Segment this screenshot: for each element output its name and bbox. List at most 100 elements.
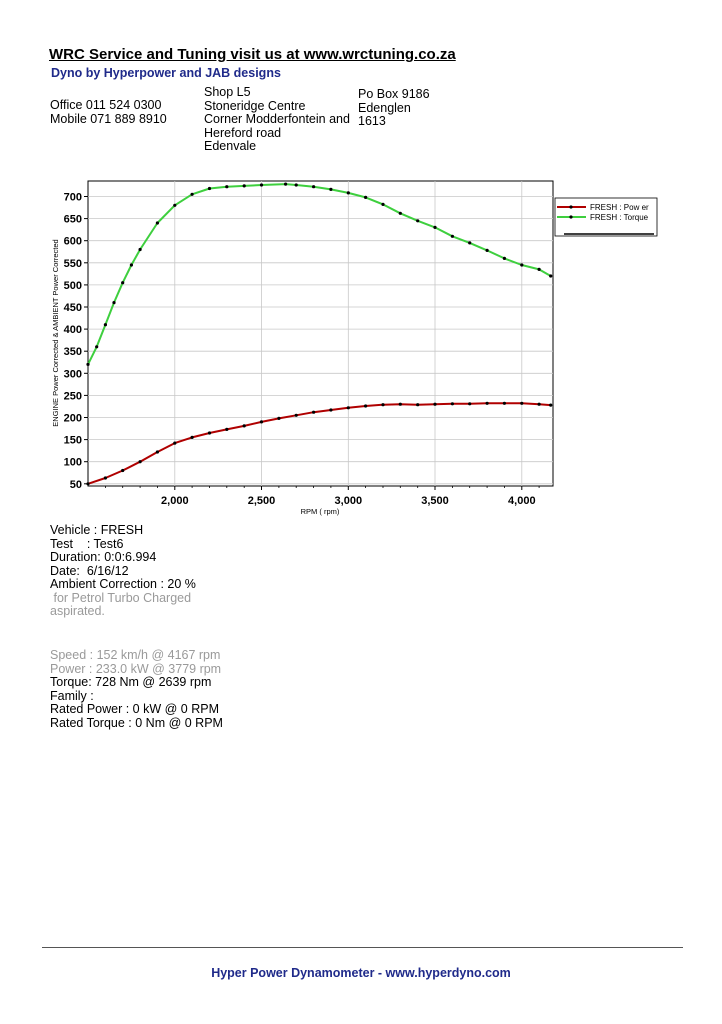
power-point xyxy=(155,450,159,454)
legend-power-label: FRESH : Pow er xyxy=(590,203,649,212)
torque-point xyxy=(346,191,350,195)
power-point xyxy=(549,403,553,407)
power-point xyxy=(398,402,402,406)
power-point xyxy=(329,408,333,412)
torque-point xyxy=(450,234,454,238)
power-point xyxy=(277,416,281,420)
rated-power: Rated Power : 0 kW @ 0 RPM xyxy=(50,702,219,716)
power-point xyxy=(225,427,229,431)
y-tick-label: 50 xyxy=(70,479,82,491)
postal-block: Po Box 9186 Edenglen 1613 xyxy=(358,87,430,129)
torque-point xyxy=(155,221,159,225)
legend-torque-marker xyxy=(569,215,573,219)
dyno-chart-svg: 50 100 150 200 250 300 350 400 450 500 550 600 650 70… xyxy=(51,180,658,516)
run-details: Vehicle : FRESH Test : Test6 Duration: 0… xyxy=(50,523,196,619)
y-tick-label: 400 xyxy=(64,324,82,336)
torque-point xyxy=(502,256,506,260)
torque-point xyxy=(398,211,402,215)
y-tick-label: 700 xyxy=(64,192,82,204)
torque-point xyxy=(364,195,368,199)
office-phone: Office 011 524 0300 xyxy=(50,98,162,112)
torque-point xyxy=(103,323,107,327)
power-point xyxy=(138,460,142,464)
torque-point xyxy=(294,183,298,187)
power-point xyxy=(242,424,246,428)
power-point xyxy=(259,420,264,424)
y-tick-label: 600 xyxy=(64,236,82,248)
max-speed: Speed : 152 km/h @ 4167 rpm xyxy=(50,648,221,662)
x-tick-label: 3,500 xyxy=(421,495,449,507)
torque-point xyxy=(381,202,385,206)
power-point xyxy=(312,410,316,414)
power-point xyxy=(86,482,90,486)
vehicle-name: Vehicle : FRESH xyxy=(50,523,144,537)
footer-text: Hyper Power Dynamometer - www.hyperdyno.… xyxy=(211,966,511,980)
run-duration: Duration: 0:0:6.994 xyxy=(50,550,157,564)
x-axis: 2,000 2,500 3,000 3,500 4,000 xyxy=(105,486,540,507)
report-subtitle: Dyno by Hyperpower and JAB designs xyxy=(51,66,281,80)
address-line: Shop L5 xyxy=(204,85,251,99)
torque-point xyxy=(242,184,246,188)
y-tick-label: 650 xyxy=(64,214,82,226)
ambient-correction: Ambient Correction : 20 % xyxy=(50,577,196,591)
peak-results: Speed : 152 km/h @ 4167 rpm Power : 233.… xyxy=(50,648,223,730)
torque-point xyxy=(190,192,194,196)
correction-note-cont: aspirated. xyxy=(50,604,105,618)
postal-line: Edenglen xyxy=(358,100,411,115)
family: Family : xyxy=(50,688,94,703)
torque-point xyxy=(416,219,420,223)
y-tick-label: 450 xyxy=(64,302,82,314)
y-tick-label: 100 xyxy=(64,457,82,469)
torque-point xyxy=(520,263,524,267)
legend-power-marker xyxy=(569,205,573,209)
torque-point xyxy=(138,247,142,252)
grid xyxy=(88,181,553,486)
torque-point xyxy=(329,187,333,191)
address-block: Shop L5 Stoneridge Centre Corner Modderf… xyxy=(204,85,350,154)
torque-point xyxy=(112,301,116,305)
torque-point xyxy=(173,203,177,207)
x-tick-label: 2,500 xyxy=(248,495,276,507)
torque-point xyxy=(86,362,90,366)
correction-note: for Petrol Turbo Charged xyxy=(50,590,192,605)
power-point xyxy=(121,468,125,473)
power-point xyxy=(485,401,489,405)
power-point xyxy=(381,403,385,407)
address-line: Corner Modderfontein and xyxy=(204,112,350,126)
y-tick-label: 350 xyxy=(64,346,82,358)
postal-line: Po Box 9186 xyxy=(358,87,430,101)
y-tick-label: 300 xyxy=(64,368,82,380)
y-tick-label: 150 xyxy=(64,435,82,447)
run-date: Date: 6/16/12 xyxy=(50,563,129,578)
plot-area xyxy=(87,180,554,487)
torque-point xyxy=(129,263,133,267)
torque-point xyxy=(225,185,229,189)
power-point xyxy=(433,402,437,406)
x-tick-label: 3,000 xyxy=(335,495,363,507)
torque-point xyxy=(433,225,437,229)
power-point xyxy=(416,403,420,407)
y-tick-label: 250 xyxy=(64,390,82,402)
y-tick-label: 550 xyxy=(64,258,82,270)
torque-point xyxy=(537,267,541,271)
series-layer xyxy=(86,182,553,486)
power-point xyxy=(450,402,454,406)
dyno-chart: 50 100 150 200 250 300 350 400 450 500 550 600 650 70… xyxy=(40,175,680,525)
power-point xyxy=(502,401,506,405)
torque-point xyxy=(468,241,472,245)
power-point xyxy=(537,402,541,406)
mobile-phone: Mobile 071 889 8910 xyxy=(50,111,167,126)
rated-torque: Rated Torque : 0 Nm @ 0 RPM xyxy=(50,715,223,730)
power-point xyxy=(520,401,524,405)
address-line: Stoneridge Centre xyxy=(204,98,306,113)
x-tick-label: 2,000 xyxy=(161,495,189,507)
address-line: Hereford road xyxy=(204,125,282,140)
power-point xyxy=(207,431,212,435)
torque-point xyxy=(485,248,489,252)
torque-point xyxy=(207,186,212,191)
torque-point xyxy=(284,182,288,186)
peak-torque: Torque: 728 Nm @ 2639 rpm xyxy=(50,675,212,689)
legend: FRESH : Pow er FRESH : Torque xyxy=(554,197,658,237)
legend-torque-label: FRESH : Torque xyxy=(590,213,649,222)
postal-line: 1613 xyxy=(358,114,386,128)
